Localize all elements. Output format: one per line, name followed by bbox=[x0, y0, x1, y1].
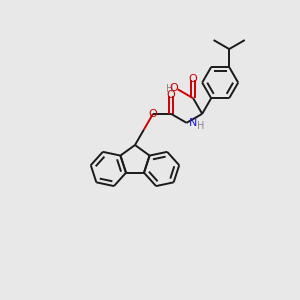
Text: N: N bbox=[189, 118, 197, 128]
Text: O: O bbox=[148, 109, 158, 119]
Text: H: H bbox=[196, 121, 204, 131]
Text: H: H bbox=[166, 84, 174, 94]
Text: O: O bbox=[170, 83, 178, 93]
Text: O: O bbox=[167, 90, 176, 100]
Text: O: O bbox=[189, 74, 198, 84]
